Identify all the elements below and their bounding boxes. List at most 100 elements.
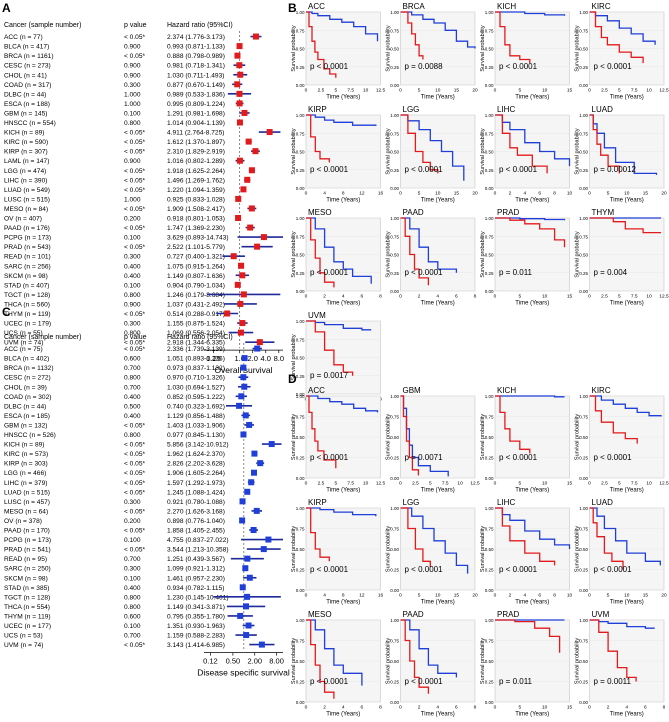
- km-x-axis-label: Time (Years): [421, 198, 455, 204]
- km-p-value: p < 0.0001: [594, 62, 633, 71]
- km-x-tick-label: 8: [379, 294, 382, 300]
- forest-row-label: LUAD (n = 549): [4, 187, 50, 194]
- km-plot-title: LUAD: [592, 498, 614, 507]
- forest-row-label: THYM (n = 119): [4, 311, 51, 318]
- km-y-tick-label: 1.00: [579, 216, 588, 221]
- forest-row-pvalue: < 0.05*: [124, 244, 146, 251]
- forest-row-pvalue: 0.300: [124, 499, 141, 506]
- km-x-tick-label: 8: [474, 294, 477, 300]
- km-x-axis-label: Time (Years): [421, 301, 455, 307]
- km-x-tick-label: 7.5: [631, 294, 638, 300]
- km-plot-title: PRAD: [497, 610, 519, 619]
- km-x-axis-label: Time (Years): [515, 95, 549, 101]
- forest-point: [266, 129, 273, 136]
- forest-row-pvalue: 0.800: [124, 375, 141, 382]
- km-curve-low: [495, 217, 566, 221]
- km-curve-high: [400, 11, 424, 60]
- forest-row-pvalue: 0.900: [124, 158, 141, 165]
- forest-row-label: COAD (n = 302): [4, 394, 51, 401]
- forest-row-hr: 1.149 (0.341-3.871): [167, 604, 225, 611]
- forest-row-label: PRAD (n = 543): [4, 244, 51, 251]
- km-x-tick-label: 6: [538, 191, 541, 197]
- forest-row-label: DLBC (n = 44): [4, 91, 46, 98]
- km-plot-title: BRCA: [403, 2, 426, 11]
- forest-row-hr: 2.522 (1.101-5.779): [167, 244, 225, 251]
- km-plot-title: GBM: [403, 386, 422, 395]
- forest-point: [244, 555, 251, 562]
- forest-point: [234, 281, 241, 288]
- km-y-tick-label: 0.75: [296, 527, 305, 532]
- km-y-tick-label: 1.00: [296, 319, 305, 324]
- forest-point: [268, 441, 275, 448]
- km-x-axis-label: Time (Years): [326, 198, 360, 204]
- km-x-tick-label: 16: [378, 593, 384, 599]
- forest-point: [246, 421, 253, 428]
- km-p-value: p < 0.0001: [499, 565, 538, 574]
- forest-row-hr: 0.981 (0.718-1.341): [167, 63, 225, 70]
- forest-row-label: MESO (n = 84): [4, 206, 48, 213]
- forest-row-hr: 0.970 (0.710-1.326): [167, 375, 225, 382]
- forest-row-label: BRCA (n = 1161): [4, 53, 54, 60]
- forest-row-pvalue: < 0.05*: [124, 422, 146, 429]
- forest-row-label: UVM (n = 74): [4, 340, 43, 347]
- km-y-tick-label: 0.50: [485, 659, 494, 664]
- km-x-tick-label: 4: [323, 191, 326, 197]
- km-y-tick-label: 0.25: [296, 456, 305, 461]
- km-x-axis-label: Time (Years): [515, 301, 549, 307]
- km-p-value: p < 0.0001: [405, 268, 444, 277]
- forest-row-label: OV (n = 407): [4, 216, 42, 223]
- km-curve-high: [589, 507, 624, 570]
- km-curve-low: [400, 11, 476, 49]
- km-x-axis-label: Time (Years): [421, 95, 455, 101]
- km-p-value: p < 0.0001: [405, 165, 444, 174]
- km-plot-title: KIRC: [592, 2, 611, 11]
- km-x-axis-label: Time (Years): [421, 488, 455, 494]
- km-x-tick-label: 10: [542, 294, 548, 300]
- km-plot-D-GBM: GBM 0.00 0.25 0.50 0.75 1.00 0 2.5 5 7.5 10 12.5 p =…: [386, 386, 480, 494]
- panel-label-B: B: [288, 1, 297, 15]
- forest-point: [240, 291, 247, 298]
- km-x-tick-label: 0: [399, 705, 402, 711]
- km-y-tick-label: 0.00: [485, 700, 494, 705]
- km-x-tick-label: 10: [567, 593, 573, 599]
- forest-row-label: UCS (n = 53): [4, 633, 43, 640]
- km-y-tick-label: 0.25: [579, 680, 588, 685]
- forest-row-label: UCEC (n = 177): [4, 623, 51, 630]
- forest-row-label: CHOL (n = 39): [4, 384, 47, 391]
- km-y-axis-label: Survival probability: [480, 231, 486, 277]
- km-curve-high: [306, 320, 354, 376]
- km-y-axis-label: Survival probability: [480, 526, 486, 572]
- km-plot-title: LIHC: [497, 105, 515, 114]
- forest-row-hr: 0.904 (0.790-1.034): [167, 282, 225, 289]
- forest-point: [245, 138, 252, 145]
- forest-row-hr: 3.544 (1.213-10.358): [167, 547, 229, 554]
- km-x-tick-label: 5: [618, 481, 621, 487]
- km-curve-high: [495, 114, 548, 174]
- km-x-tick-label: 0: [494, 593, 497, 599]
- km-curve-high: [400, 395, 420, 476]
- forest-row-hr: 3.629 (0.893-14.743): [167, 235, 229, 242]
- forest-row-pvalue: < 0.05*: [124, 53, 146, 60]
- km-curve-high: [306, 619, 335, 699]
- km-y-tick-label: 0.25: [296, 374, 305, 379]
- km-y-axis-label: Survival probability: [575, 526, 581, 572]
- km-curve-high: [495, 395, 531, 454]
- forest-row-hr: 1.016 (0.802-1.289): [167, 158, 225, 165]
- km-x-tick-label: 10: [457, 481, 463, 487]
- forest-plot-C: Cancer (sample number) p value Hazard rati…: [4, 334, 290, 678]
- km-curve-high: [400, 217, 430, 286]
- km-y-axis-label: Survival probability: [480, 25, 486, 71]
- km-y-tick-label: 1.00: [390, 394, 399, 399]
- forest-row-pvalue: 0.800: [124, 292, 141, 299]
- km-plot-title: UVM: [308, 311, 326, 320]
- km-x-tick-label: 7.5: [631, 481, 638, 487]
- forest-row-pvalue: < 0.05*: [124, 528, 146, 535]
- km-plot-title: KIRP: [308, 105, 327, 114]
- km-x-tick-label: 12.5: [659, 294, 669, 300]
- forest-row-label: KICH (n = 89): [4, 442, 45, 449]
- forest-row-label: KIRP (n = 307): [4, 149, 48, 156]
- km-x-tick-label: 6: [455, 294, 458, 300]
- forest-header-cancer: Cancer (sample number): [4, 22, 81, 29]
- forest-point: [260, 234, 267, 241]
- forest-row-pvalue: 0.400: [124, 585, 141, 592]
